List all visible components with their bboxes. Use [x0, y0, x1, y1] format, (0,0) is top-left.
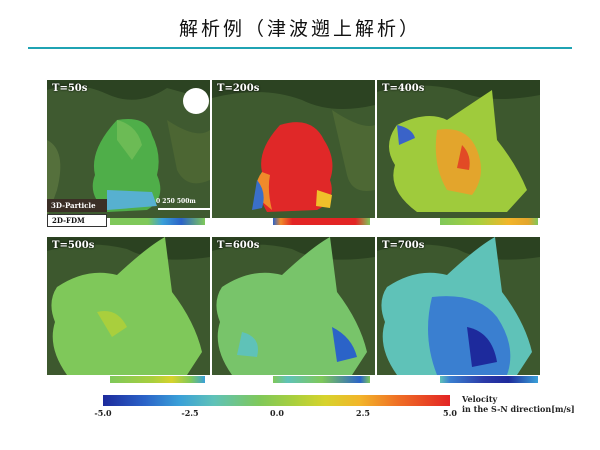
- terrain-image: [212, 237, 375, 375]
- comparison-strip-t700: [440, 376, 538, 383]
- time-label: T=400s: [382, 83, 425, 94]
- terrain-image: [47, 237, 210, 375]
- colorbar-tick: 0.0: [270, 408, 284, 418]
- simulation-panel-t500: T=500s: [47, 237, 210, 375]
- terrain-image: [47, 80, 210, 218]
- colorbar-tick: -5.0: [94, 408, 112, 418]
- simulation-panel-t400: T=400s: [377, 80, 540, 218]
- page-title: 解析例（津波遡上解析）: [178, 18, 421, 40]
- comparison-strip-t600: [273, 376, 370, 383]
- legend-2d-fdm: 2D-FDM: [47, 214, 107, 227]
- terrain-image: [377, 80, 540, 218]
- colorbar-tick: 5.0: [443, 408, 457, 418]
- colorbar-tick: -2.5: [181, 408, 199, 418]
- colorbar-label: Velocity in the S-N direction[m/s]: [462, 394, 575, 414]
- comparison-strip-t500: [110, 376, 205, 383]
- simulation-panel-t600: T=600s: [212, 237, 375, 375]
- time-label: T=200s: [217, 83, 260, 94]
- scale-bar-line: [158, 208, 210, 210]
- simulation-panel-t700: T=700s: [377, 237, 540, 375]
- colorbar-label-line1: Velocity: [462, 394, 498, 404]
- scale-bar-label: 0 250 500m: [156, 198, 196, 205]
- simulation-panel-t200: T=200s: [212, 80, 375, 218]
- time-label: T=500s: [52, 240, 95, 251]
- time-label: T=700s: [382, 240, 425, 251]
- comparison-strip-t400: [440, 218, 538, 225]
- title-divider: [28, 47, 572, 49]
- colorbar-label-line2: in the S-N direction[m/s]: [462, 404, 575, 414]
- comparison-strip-t50: [110, 218, 205, 225]
- velocity-colorbar: [103, 395, 450, 406]
- scale-bar: 0 250 500m: [156, 198, 210, 210]
- terrain-image: [212, 80, 375, 218]
- time-label: T=50s: [52, 83, 88, 94]
- marker-circle: [183, 88, 209, 114]
- time-label: T=600s: [217, 240, 260, 251]
- terrain-image: [377, 237, 540, 375]
- colorbar-tick: 2.5: [356, 408, 370, 418]
- simulation-panel-t50: T=50s: [47, 80, 210, 218]
- comparison-strip-t200: [273, 218, 370, 225]
- legend-3d-particle: 3D-Particle: [47, 199, 107, 212]
